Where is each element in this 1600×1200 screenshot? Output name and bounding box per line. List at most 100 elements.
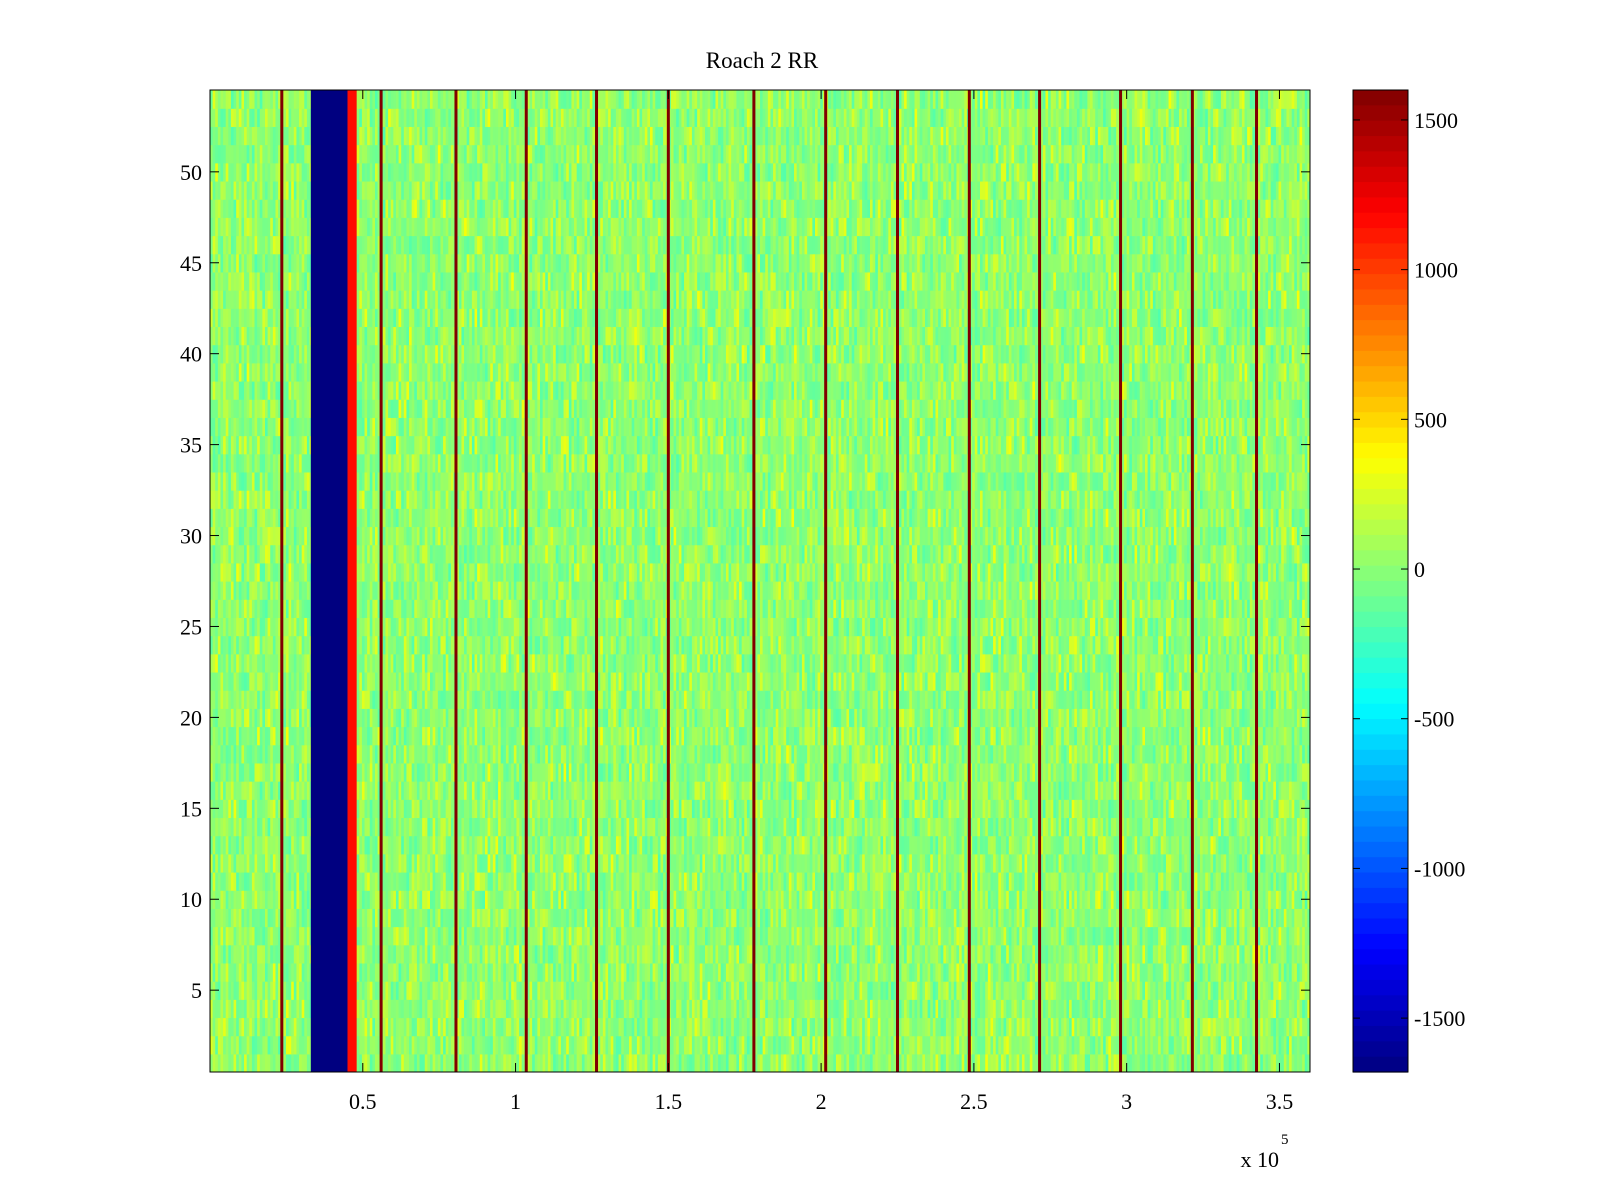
heatmap-cell (482, 890, 486, 909)
heatmap-cell (767, 1017, 772, 1037)
heatmap-cell (817, 962, 821, 982)
heatmap-cell (799, 944, 803, 964)
heatmap-cell (450, 1017, 455, 1037)
heatmap-cell (799, 999, 803, 1019)
heatmap-cell (1179, 981, 1183, 1000)
heatmap-cell (230, 871, 235, 891)
heatmap-cell (1186, 999, 1191, 1019)
heatmap-cell (1302, 1035, 1306, 1055)
heatmap-cell (1108, 1053, 1112, 1072)
heatmap-cell (1278, 944, 1282, 964)
heatmap-cell (830, 944, 834, 964)
heatmap-cell (705, 908, 709, 928)
heatmap-cell (1032, 1053, 1036, 1072)
heatmap-cell (1186, 1035, 1191, 1055)
heatmap-cell (1145, 962, 1149, 982)
heatmap-cell (597, 1017, 601, 1037)
heatmap-cell (631, 962, 635, 982)
heatmap-cells (210, 90, 1310, 1072)
heatmap-cell (278, 962, 282, 982)
heatmap-cell (251, 871, 256, 891)
heatmap-cell (835, 1017, 840, 1037)
heatmap-cell (689, 999, 693, 1019)
heatmap-cell (945, 1053, 950, 1072)
heatmap-cell (1016, 926, 1020, 946)
heatmap-cell (545, 1053, 549, 1072)
heatmap-cell (843, 1017, 848, 1037)
heatmap-cell (249, 1035, 253, 1055)
heatmap-cell (519, 981, 523, 1000)
heatmap-cell (851, 1017, 855, 1037)
heatmap-cell (448, 981, 452, 1000)
heatmap-cell (623, 890, 628, 909)
heatmap-cell (513, 981, 518, 1000)
heatmap-cell (445, 981, 449, 1000)
heatmap-cell (508, 999, 512, 1019)
heatmap-cell (1108, 1035, 1112, 1055)
heatmap-cell (1160, 962, 1164, 982)
heatmap-cell (419, 1017, 423, 1037)
heatmap-cell (1286, 981, 1290, 1000)
heatmap-cell (807, 890, 811, 909)
heatmap-cell (1252, 1017, 1256, 1037)
heatmap-cell (788, 1017, 793, 1037)
heatmap-cell (1029, 999, 1033, 1019)
heatmap-cell (1257, 1035, 1261, 1055)
heatmap-cell (1220, 1053, 1225, 1072)
heatmap-cell (508, 926, 512, 946)
heatmap-cell (875, 999, 879, 1019)
heatmap-cell (715, 926, 719, 946)
heatmap-cell (1270, 1017, 1274, 1037)
heatmap-cell (1231, 1053, 1235, 1072)
heatmap-cell (550, 890, 554, 909)
heatmap-cell (859, 944, 863, 964)
heatmap-cell (1194, 981, 1198, 1000)
heatmap-cell (987, 999, 992, 1019)
heatmap-cell (686, 1035, 690, 1055)
heatmap-cell (877, 999, 882, 1019)
heatmap-cell (372, 1035, 376, 1055)
heatmap-cell (432, 1053, 436, 1072)
heatmap-cell (843, 908, 848, 928)
heatmap-cell (1142, 1053, 1146, 1072)
heatmap-cell (225, 1035, 229, 1055)
heatmap-cell (1071, 962, 1075, 982)
heatmap-cell (631, 1035, 635, 1055)
heatmap-cell (1307, 944, 1310, 964)
heatmap-cell (1281, 962, 1285, 982)
heatmap-cell (670, 890, 675, 909)
heatmap-cell (917, 908, 921, 928)
heatmap-cell (838, 908, 842, 928)
heatmap-cell (613, 1053, 617, 1072)
heatmap-cell (395, 944, 400, 964)
heatmap-cell (982, 890, 986, 909)
heatmap-cell (1105, 890, 1109, 909)
heatmap-cell (1179, 1017, 1183, 1037)
heatmap-cell (788, 1035, 793, 1055)
heatmap-cell (275, 1053, 279, 1072)
heatmap-cell (1265, 1017, 1269, 1037)
heatmap-cell (888, 962, 892, 982)
heatmap-cell (526, 1017, 531, 1037)
heatmap-cell (998, 1053, 1002, 1072)
heatmap-cell (657, 890, 662, 909)
heatmap-cell (817, 908, 821, 928)
heatmap-cell (1116, 944, 1120, 964)
heatmap-cell (587, 981, 591, 1000)
heatmap-cell (571, 890, 575, 909)
heatmap-cell (1186, 1017, 1191, 1037)
heatmap-cell (395, 926, 400, 946)
heatmap-cell (1176, 999, 1180, 1019)
heatmap-cell (435, 981, 439, 1000)
heatmap-cell (723, 1035, 727, 1055)
heatmap-cell (367, 1017, 371, 1037)
heatmap-cell (445, 1053, 449, 1072)
heatmap-cell (448, 944, 452, 964)
heatmap-cell (925, 1017, 929, 1037)
heatmap-cell (217, 1017, 222, 1037)
heatmap-cell (864, 962, 868, 982)
heatmap-cell (1110, 1035, 1115, 1055)
heatmap-cell (1011, 944, 1015, 964)
heatmap-cell (587, 1053, 591, 1072)
heatmap-cell (608, 908, 612, 928)
